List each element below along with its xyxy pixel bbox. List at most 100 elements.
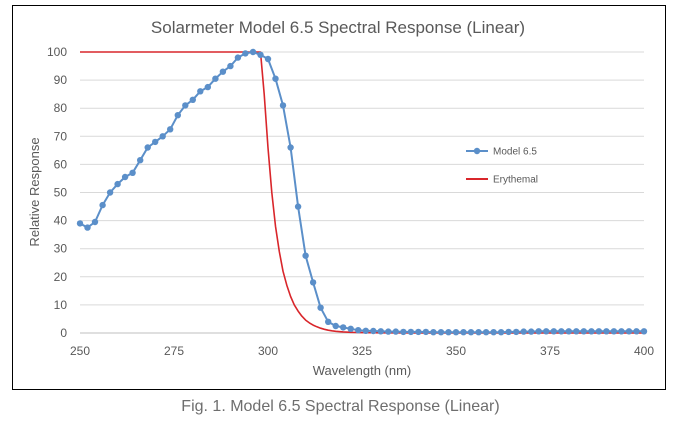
x-tick-label: 325 xyxy=(352,344,372,358)
data-point-model-6-5 xyxy=(264,55,272,63)
x-tick-label: 275 xyxy=(164,344,184,358)
data-point-model-6-5 xyxy=(182,102,189,109)
x-axis-title: Wavelength (nm) xyxy=(313,363,412,378)
data-point-model-6-5 xyxy=(535,328,542,335)
x-tick-label: 250 xyxy=(70,344,90,358)
data-point-model-6-5 xyxy=(234,54,242,61)
data-point-model-6-5 xyxy=(377,328,384,335)
data-point-model-6-5 xyxy=(460,329,467,336)
data-point-model-6-5 xyxy=(257,51,264,58)
data-point-model-6-5 xyxy=(618,328,625,335)
data-point-model-6-5 xyxy=(362,327,369,334)
data-point-model-6-5 xyxy=(159,133,166,140)
data-point-model-6-5 xyxy=(294,203,302,210)
data-point-model-6-5 xyxy=(272,75,279,82)
y-tick-label: 90 xyxy=(54,73,68,87)
data-point-model-6-5 xyxy=(355,327,362,334)
data-point-model-6-5 xyxy=(302,252,309,259)
data-point-model-6-5 xyxy=(189,96,196,104)
data-point-model-6-5 xyxy=(595,328,603,335)
data-point-model-6-5 xyxy=(167,126,174,133)
data-point-model-6-5 xyxy=(445,329,452,336)
data-point-model-6-5 xyxy=(174,112,181,119)
data-point-model-6-5 xyxy=(625,328,633,335)
data-point-model-6-5 xyxy=(550,328,557,335)
data-point-model-6-5 xyxy=(340,324,347,331)
data-point-model-6-5 xyxy=(385,328,392,335)
data-point-model-6-5 xyxy=(430,329,437,336)
data-point-model-6-5 xyxy=(558,328,565,335)
data-point-model-6-5 xyxy=(91,218,99,226)
data-point-model-6-5 xyxy=(227,62,234,70)
data-point-model-6-5 xyxy=(633,328,640,335)
x-tick-label: 375 xyxy=(540,344,560,358)
y-tick-label: 70 xyxy=(54,129,68,143)
data-point-model-6-5 xyxy=(528,328,535,335)
data-point-model-6-5 xyxy=(114,180,121,188)
data-point-model-6-5 xyxy=(370,327,377,335)
data-point-model-6-5 xyxy=(475,329,482,336)
data-point-model-6-5 xyxy=(309,279,317,286)
legend-marker-model-6-5 xyxy=(473,147,481,155)
data-point-model-6-5 xyxy=(467,329,475,336)
data-point-model-6-5 xyxy=(505,328,512,336)
legend-label: Model 6.5 xyxy=(493,147,537,158)
y-tick-label: 60 xyxy=(54,157,68,171)
y-axis-title: Relative Response xyxy=(27,137,42,246)
data-point-model-6-5 xyxy=(437,329,445,336)
data-point-model-6-5 xyxy=(242,50,249,57)
x-tick-label: 300 xyxy=(258,344,278,358)
data-point-model-6-5 xyxy=(279,102,287,109)
data-point-model-6-5 xyxy=(497,329,505,336)
data-point-model-6-5 xyxy=(121,173,129,181)
data-point-model-6-5 xyxy=(317,304,324,311)
data-point-model-6-5 xyxy=(588,328,595,335)
y-tick-label: 50 xyxy=(54,186,68,200)
y-tick-label: 40 xyxy=(54,214,68,228)
data-point-model-6-5 xyxy=(610,328,618,335)
data-point-model-6-5 xyxy=(212,75,219,82)
y-tick-label: 0 xyxy=(60,326,67,340)
series-line-model-6-5 xyxy=(79,51,644,334)
x-tick-label: 400 xyxy=(634,344,654,358)
data-point-model-6-5 xyxy=(347,325,354,332)
data-point-model-6-5 xyxy=(129,169,136,176)
data-point-model-6-5 xyxy=(204,83,211,91)
data-point-model-6-5 xyxy=(565,328,572,335)
data-point-model-6-5 xyxy=(640,328,648,335)
x-tick-label: 350 xyxy=(446,344,466,358)
legend-label: Erythemal xyxy=(493,175,538,186)
data-point-model-6-5 xyxy=(407,328,415,336)
data-point-model-6-5 xyxy=(219,68,227,75)
data-point-model-6-5 xyxy=(144,144,151,151)
y-tick-label: 30 xyxy=(54,242,68,256)
data-point-model-6-5 xyxy=(152,138,159,146)
data-point-model-6-5 xyxy=(422,328,430,336)
data-point-model-6-5 xyxy=(513,328,520,336)
data-point-model-6-5 xyxy=(543,328,550,335)
chart-title: Solarmeter Model 6.5 Spectral Response (… xyxy=(151,18,525,37)
data-point-model-6-5 xyxy=(99,201,106,209)
data-point-model-6-5 xyxy=(482,329,490,336)
data-point-model-6-5 xyxy=(249,48,257,56)
y-tick-label: 20 xyxy=(54,270,68,284)
data-point-model-6-5 xyxy=(580,328,587,335)
data-point-model-6-5 xyxy=(520,328,527,335)
data-point-model-6-5 xyxy=(392,328,399,335)
data-point-model-6-5 xyxy=(197,88,204,95)
data-point-model-6-5 xyxy=(325,318,332,325)
data-point-model-6-5 xyxy=(400,328,407,336)
data-point-model-6-5 xyxy=(490,329,497,336)
data-point-model-6-5 xyxy=(106,189,114,196)
data-point-model-6-5 xyxy=(573,328,580,335)
y-tick-label: 80 xyxy=(54,101,68,115)
figure-caption: Fig. 1. Model 6.5 Spectral Response (Lin… xyxy=(181,398,500,415)
data-point-model-6-5 xyxy=(452,329,460,336)
data-point-model-6-5 xyxy=(415,328,422,336)
data-point-model-6-5 xyxy=(332,322,339,330)
y-tick-label: 10 xyxy=(54,298,68,312)
data-point-model-6-5 xyxy=(137,157,144,164)
data-point-model-6-5 xyxy=(287,144,294,151)
data-point-model-6-5 xyxy=(84,224,91,231)
